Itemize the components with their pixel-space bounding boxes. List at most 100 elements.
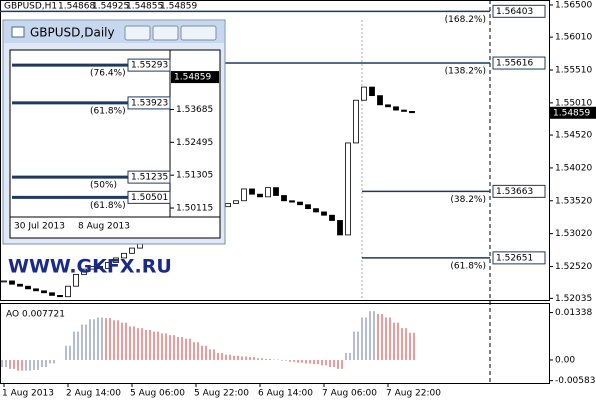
header-close: 1.54859 <box>160 2 197 12</box>
y-tick-label: 1.52520 <box>555 262 592 272</box>
candle <box>49 292 55 296</box>
inset-level-price: 1.53923 <box>131 98 168 108</box>
fib-price: 1.52651 <box>496 253 533 263</box>
main-frame <box>0 0 550 301</box>
ao-value: 0.007721 <box>22 310 65 320</box>
inset-level-box <box>127 58 171 72</box>
ao-chart: 0.01338 0.00 -0.005835 <box>1 308 596 386</box>
candle <box>129 247 135 254</box>
watermark: WWW.GKFX.RU <box>8 256 172 278</box>
candle <box>121 252 127 259</box>
candle <box>97 266 103 269</box>
ao-tick-label: 0.01338 <box>555 308 592 318</box>
y-tick-label: 1.56500 <box>555 0 592 10</box>
y-tick-label: 1.54520 <box>555 131 592 141</box>
x-tick-label: 7 Aug 06:00 <box>322 389 377 399</box>
candle <box>297 201 303 206</box>
minimize-button[interactable] <box>124 25 151 41</box>
ao-frame <box>0 303 550 384</box>
inset-date: 30 Jul 2013 <box>14 222 65 232</box>
candle <box>113 257 119 263</box>
candle <box>409 111 415 114</box>
header-high: 1.54925 <box>92 2 129 12</box>
candle <box>305 204 311 210</box>
inset-level-price: 1.51235 <box>131 173 168 183</box>
candle <box>377 95 383 106</box>
fib-price: 1.56403 <box>496 7 533 17</box>
inset-level-box <box>127 170 171 184</box>
ao-name: AO <box>6 310 19 320</box>
ao-tick-label: -0.005835 <box>555 376 596 386</box>
candle <box>89 266 95 270</box>
candle <box>17 283 23 287</box>
candle <box>353 99 359 144</box>
inset-level-percent: (76.4%) <box>90 69 126 79</box>
header-symbol: GBPUSD,H1 <box>4 2 57 12</box>
y-tick-label: 1.56010 <box>555 33 592 43</box>
inset-tick-label: 1.52495 <box>176 138 213 148</box>
candle <box>257 193 263 198</box>
y-tick-label: 1.53020 <box>555 229 592 239</box>
inset-date: 8 Aug 2013 <box>78 222 130 232</box>
candle <box>337 220 343 236</box>
inset-level-price: 1.55293 <box>131 61 168 71</box>
inset-title: GBPUSD,Daily <box>30 26 115 40</box>
maximize-button[interactable] <box>152 25 179 41</box>
candle <box>289 200 295 203</box>
inset-tick-label: 1.51305 <box>176 171 213 181</box>
current-price-box <box>550 106 596 119</box>
current-price: 1.54859 <box>553 108 590 118</box>
candle <box>41 290 47 294</box>
candle <box>1 280 7 283</box>
candle <box>25 285 31 290</box>
candle <box>57 294 63 298</box>
x-tick-label: 6 Aug 14:00 <box>258 389 313 399</box>
candle <box>81 268 87 275</box>
candle <box>9 280 15 285</box>
y-tick-label: 1.54020 <box>555 163 592 173</box>
candle <box>385 104 391 108</box>
inset-tick-label: 1.53685 <box>176 105 213 115</box>
y-tick-label: 1.55010 <box>555 98 592 108</box>
y-tick-label: 1.52035 <box>555 294 592 304</box>
fib-price: 1.53663 <box>496 187 533 197</box>
fib-price-box <box>492 184 546 198</box>
fib-percent: (138.2%) <box>445 67 486 77</box>
candle <box>233 200 239 204</box>
fib-price-box <box>492 4 546 18</box>
candle <box>329 214 335 221</box>
candle <box>73 273 79 287</box>
x-tick-label: 2 Aug 14:00 <box>66 389 121 399</box>
inset-tick-label: 1.50115 <box>176 204 213 214</box>
fib-percent: (38.2%) <box>450 195 486 205</box>
candle <box>369 86 375 97</box>
candle <box>265 187 271 198</box>
header-open: 1.54868 <box>58 2 95 12</box>
inset-level-percent: (50%) <box>90 181 117 191</box>
candle <box>273 187 279 196</box>
x-tick-label: 1 Aug 2013 <box>2 389 54 399</box>
inset-level-percent: (61.8%) <box>90 201 126 211</box>
fib-percent: (168.2%) <box>445 15 486 25</box>
ao-tick-label: 0.00 <box>555 355 575 365</box>
inset-icon <box>11 26 25 38</box>
x-tick-label: 7 Aug 22:00 <box>386 389 441 399</box>
close-button[interactable] <box>180 25 217 41</box>
candle <box>105 262 111 269</box>
candle <box>361 86 367 101</box>
x-tick-label: 5 Aug 06:00 <box>130 389 185 399</box>
fib-price-box <box>492 251 546 265</box>
x-tick-label: 5 Aug 22:00 <box>194 389 249 399</box>
inset-window: GBPUSD,Daily 30 Jul 2013 8 Aug 2013 1.53… <box>2 19 226 245</box>
y-tick-label: 1.55510 <box>555 66 592 76</box>
candle <box>345 142 351 236</box>
candle <box>249 188 255 195</box>
inset-current-box <box>171 71 219 84</box>
candle <box>321 211 327 216</box>
candle <box>225 202 231 208</box>
y-tick-label: 1.53520 <box>555 196 592 206</box>
candle <box>313 208 319 213</box>
header-low: 1.54855 <box>126 2 163 12</box>
